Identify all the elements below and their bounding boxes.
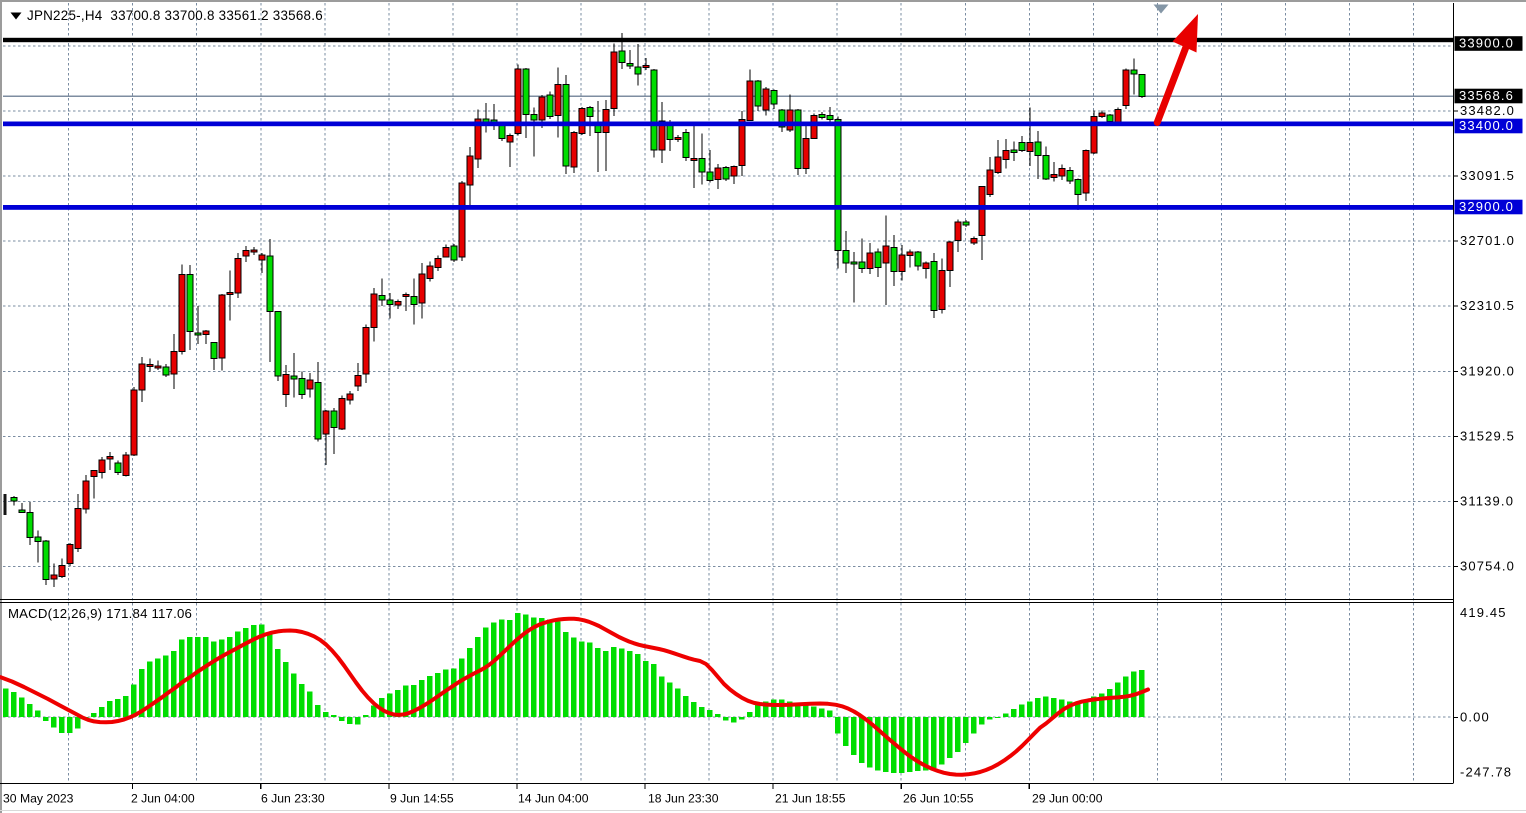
svg-text:32900.0: 32900.0 bbox=[1459, 199, 1514, 214]
svg-text:6 Jun 23:30: 6 Jun 23:30 bbox=[261, 792, 325, 806]
svg-text:9 Jun 14:55: 9 Jun 14:55 bbox=[390, 792, 454, 806]
svg-text:30 May 2023: 30 May 2023 bbox=[3, 792, 74, 806]
svg-text:MACD(12,26,9) 171.84 117.06: MACD(12,26,9) 171.84 117.06 bbox=[8, 606, 192, 621]
svg-text:-247.78: -247.78 bbox=[1460, 765, 1512, 780]
svg-text:30754.0: 30754.0 bbox=[1460, 559, 1515, 574]
svg-text:32310.5: 32310.5 bbox=[1460, 298, 1515, 313]
svg-text:31529.5: 31529.5 bbox=[1460, 428, 1515, 443]
svg-text:33900.0: 33900.0 bbox=[1459, 36, 1514, 51]
svg-text:33568.6: 33568.6 bbox=[1459, 88, 1514, 103]
svg-text:33482.0: 33482.0 bbox=[1460, 103, 1515, 118]
svg-text:31920.0: 31920.0 bbox=[1460, 363, 1515, 378]
svg-text:32701.0: 32701.0 bbox=[1460, 233, 1515, 248]
svg-text:33400.0: 33400.0 bbox=[1459, 118, 1514, 133]
svg-text:31139.0: 31139.0 bbox=[1460, 493, 1514, 508]
svg-text:26 Jun 10:55: 26 Jun 10:55 bbox=[903, 792, 974, 806]
svg-text:21 Jun 18:55: 21 Jun 18:55 bbox=[775, 792, 846, 806]
svg-text:29 Jun 00:00: 29 Jun 00:00 bbox=[1032, 792, 1103, 806]
svg-text:33091.5: 33091.5 bbox=[1460, 168, 1515, 183]
svg-text:419.45: 419.45 bbox=[1460, 605, 1507, 620]
svg-text:14 Jun 04:00: 14 Jun 04:00 bbox=[518, 792, 589, 806]
svg-text:JPN225-,H4 33700.8 33700.8 33: JPN225-,H4 33700.8 33700.8 33561.2 33568… bbox=[27, 8, 323, 23]
svg-text:18 Jun 23:30: 18 Jun 23:30 bbox=[648, 792, 719, 806]
svg-text:0.00: 0.00 bbox=[1460, 710, 1490, 725]
svg-text:2 Jun 04:00: 2 Jun 04:00 bbox=[131, 792, 195, 806]
